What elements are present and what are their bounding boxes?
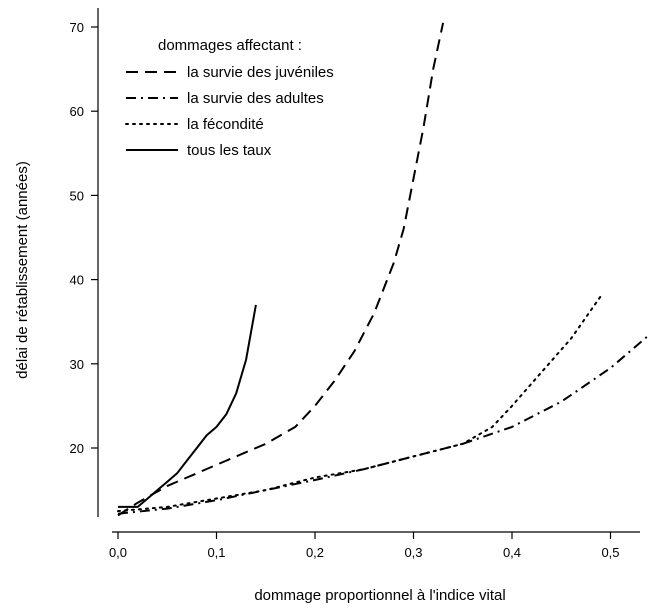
- x-tick-label: 0,4: [503, 545, 521, 560]
- series-line-1: [117, 22, 445, 517]
- series-line-2: [117, 333, 651, 515]
- series-lines: [117, 22, 651, 517]
- y-tick-label: 50: [70, 188, 84, 203]
- series-line-4: [118, 304, 257, 508]
- legend: dommages affectant : la survie des juvén…: [125, 37, 334, 159]
- y-tick-label: 20: [70, 441, 84, 456]
- x-tick-label: 0,0: [109, 545, 127, 560]
- legend-label-1: la survie des juvéniles: [187, 64, 334, 81]
- x-axis-ticks: 0,0 0,1 0,2 0,3 0,4 0,5: [109, 532, 620, 560]
- plot-area: 20 30 40 50 60 70 0,0 0,1 0,2 0,3 0,4 0,5: [70, 8, 651, 560]
- y-axis-ticks: 20 30 40 50 60 70: [70, 20, 98, 456]
- legend-label-2: la survie des adultes: [187, 90, 324, 107]
- y-tick-label: 40: [70, 273, 84, 288]
- y-tick-label: 70: [70, 20, 84, 35]
- legend-label-4: tous les taux: [187, 142, 272, 159]
- legend-label-3: la fécondité: [187, 116, 264, 133]
- y-tick-label: 60: [70, 104, 84, 119]
- x-tick-label: 0,5: [601, 545, 619, 560]
- x-tick-label: 0,3: [404, 545, 422, 560]
- series-line-3: [117, 295, 602, 513]
- x-tick-label: 0,2: [306, 545, 324, 560]
- legend-title: dommages affectant :: [158, 37, 302, 54]
- x-axis-label: dommage proportionnel à l'indice vital: [254, 587, 505, 604]
- y-tick-label: 30: [70, 357, 84, 372]
- x-tick-label: 0,1: [207, 545, 225, 560]
- y-axis-label: délai de rétablissement (années): [14, 161, 31, 379]
